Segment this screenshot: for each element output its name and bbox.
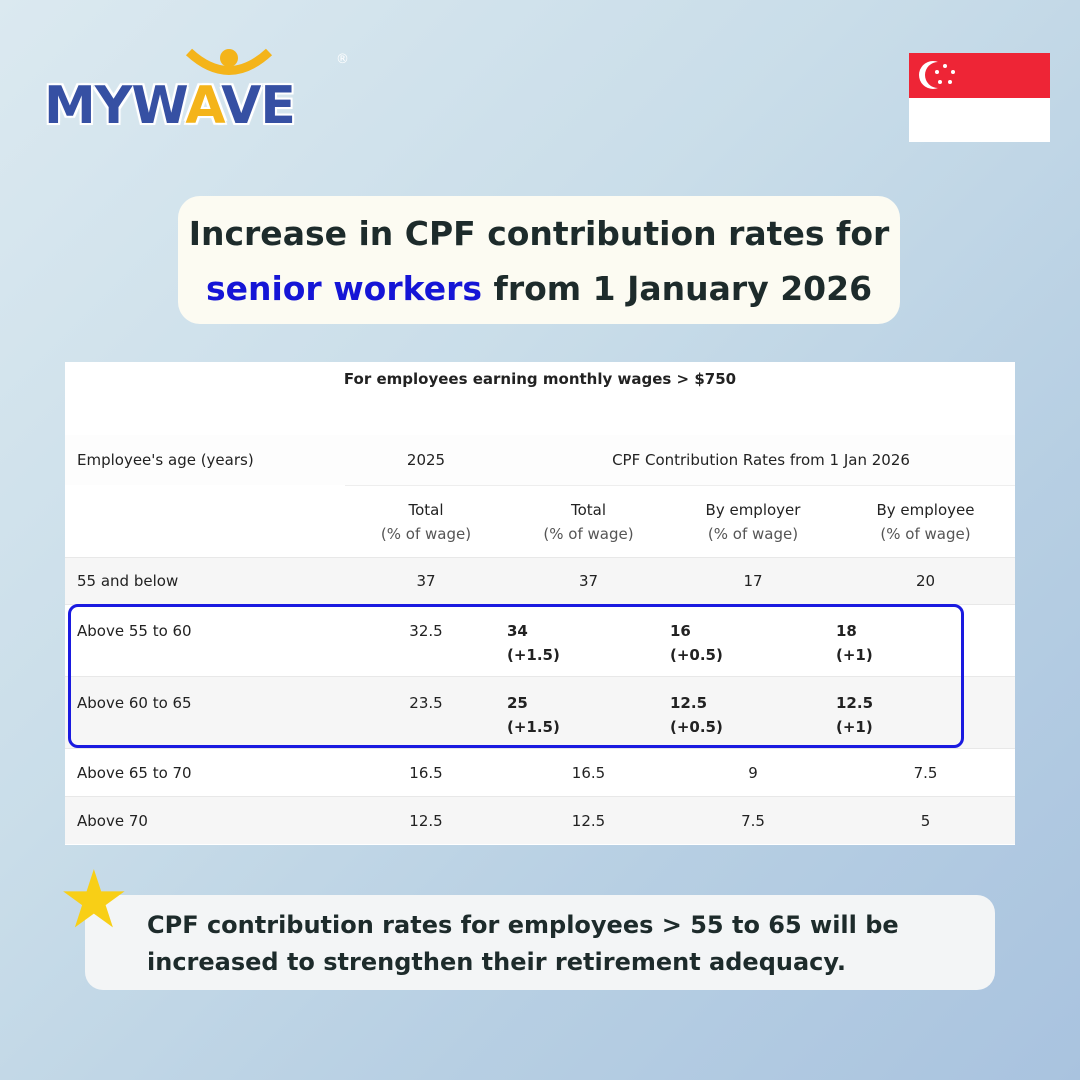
note-text: CPF contribution rates for employees > 5… — [147, 911, 899, 976]
header-row: Employee's age (years) 2025 CPF Contribu… — [65, 435, 1015, 485]
cell-employee: 7.5 — [913, 763, 938, 782]
subheader: Total (% of wage) — [507, 486, 670, 557]
table-row: Above 60 to 65 23.5 25 (+1.5) 12.5 (+0.5) … — [65, 676, 1015, 748]
table-row: Above 65 to 70 16.5 16.5 9 7.5 — [65, 748, 1015, 796]
subheader-title: Total — [570, 500, 607, 519]
delta: (+1.5) — [507, 646, 560, 664]
mywave-logo: MYWAVE ® — [44, 44, 354, 136]
registered-mark: ® — [336, 52, 349, 67]
headline: Increase in CPF contribution rates for s… — [178, 196, 900, 324]
delta: (+0.5) — [670, 718, 723, 736]
cell-2025: 23.5 — [409, 694, 443, 712]
singapore-flag — [909, 53, 1050, 142]
value: 16 — [670, 622, 691, 640]
logo-text-end: VE — [221, 76, 296, 136]
headline-highlight: senior workers — [205, 269, 482, 308]
cell-2025: 16.5 — [409, 763, 443, 782]
cell-employee: 12.5 (+1) — [836, 677, 1015, 739]
cpf-rates-table: For employees earning monthly wages > $7… — [65, 362, 1015, 845]
cell-total: 25 (+1.5) — [507, 677, 670, 739]
delta: (+1) — [836, 718, 873, 736]
crescent-stars-icon — [919, 61, 955, 89]
headline-line1: Increase in CPF contribution rates for — [188, 214, 890, 253]
cell-employee: 20 — [915, 572, 936, 590]
subheader-row: Total (% of wage) Total (% of wage) By emp… — [345, 485, 1015, 557]
header-age: Employee's age (years) — [77, 451, 254, 469]
cell-age: Above 60 to 65 — [77, 694, 192, 712]
value: 34 — [507, 622, 528, 640]
subheader-title: By employer — [705, 500, 801, 519]
subheader-unit: (% of wage) — [543, 524, 634, 543]
person-arms-icon — [185, 48, 273, 75]
cell-2025: 37 — [416, 572, 436, 590]
subheader-unit: (% of wage) — [380, 524, 472, 543]
cell-employer: 12.5 (+0.5) — [670, 677, 836, 739]
subheader-title: By employee — [876, 500, 975, 519]
subheader-unit: (% of wage) — [880, 524, 971, 543]
table-row: 55 and below 37 37 17 20 — [65, 557, 1015, 604]
header-2026: CPF Contribution Rates from 1 Jan 2026 — [612, 451, 910, 469]
subheader: By employer (% of wage) — [670, 486, 836, 557]
cell-2025: 32.5 — [409, 622, 443, 640]
star-icon: ★ — [58, 853, 130, 946]
cell-employer: 17 — [743, 572, 763, 590]
table-row: Above 70 12.5 12.5 7.5 5 — [65, 796, 1015, 844]
value: 25 — [507, 694, 528, 712]
logo-text-a: A — [185, 76, 222, 136]
value: 18 — [836, 622, 857, 640]
note-box: CPF contribution rates for employees > 5… — [85, 895, 995, 990]
cell-2025: 12.5 — [409, 811, 443, 830]
cell-age: 55 and below — [77, 572, 179, 590]
logo-text: MYW — [44, 76, 186, 136]
delta: (+1.5) — [507, 718, 560, 736]
cell-employer: 7.5 — [741, 811, 765, 830]
cell-age: Above 55 to 60 — [77, 622, 192, 640]
headline-line2: from 1 January 2026 — [482, 269, 873, 308]
cell-employee: 5 — [920, 811, 931, 830]
delta: (+1) — [836, 646, 873, 664]
subheader: Total (% of wage) — [345, 486, 507, 557]
header-2025: 2025 — [406, 451, 446, 469]
cell-total: 34 (+1.5) — [507, 605, 670, 667]
value: 12.5 — [836, 694, 874, 712]
cell-total: 12.5 — [571, 811, 606, 830]
subheader: By employee (% of wage) — [836, 486, 1015, 557]
cell-total: 37 — [578, 572, 599, 590]
cell-total: 16.5 — [571, 763, 606, 782]
delta: (+0.5) — [670, 646, 723, 664]
cell-age: Above 70 — [77, 811, 148, 830]
cell-age: Above 65 to 70 — [77, 763, 192, 782]
cell-employer: 16 (+0.5) — [670, 605, 836, 667]
subheader-title: Total — [408, 500, 444, 519]
subheader-unit: (% of wage) — [707, 524, 799, 543]
table-caption: For employees earning monthly wages > $7… — [343, 370, 737, 388]
value: 12.5 — [670, 694, 708, 712]
highlight-box — [68, 604, 964, 748]
cell-employer: 9 — [748, 763, 758, 782]
cell-employee: 18 (+1) — [836, 605, 1015, 667]
